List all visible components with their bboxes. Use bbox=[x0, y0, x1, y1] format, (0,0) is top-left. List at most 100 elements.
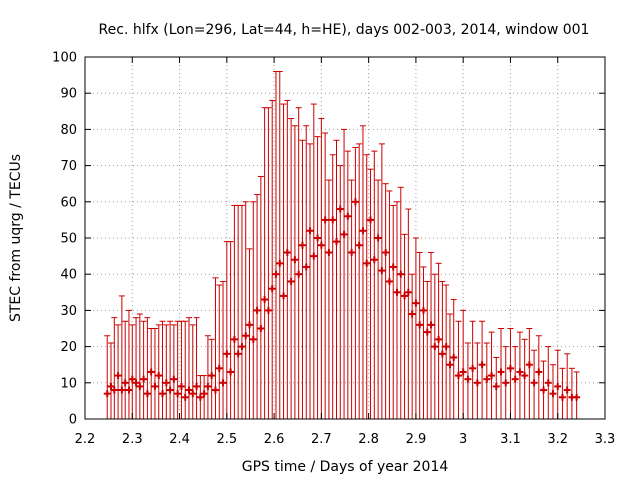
data-point bbox=[332, 139, 340, 420]
data-point bbox=[276, 70, 284, 420]
data-point bbox=[325, 179, 333, 420]
data-point bbox=[181, 320, 189, 420]
x-tick-label: 2.4 bbox=[169, 432, 190, 447]
data-point bbox=[295, 107, 303, 420]
data-point bbox=[107, 342, 115, 420]
data-point bbox=[454, 320, 462, 420]
data-point bbox=[234, 204, 242, 420]
data-point bbox=[450, 299, 458, 420]
data-point bbox=[554, 349, 562, 420]
x-tick-label: 2.2 bbox=[75, 432, 96, 447]
data-point bbox=[382, 183, 390, 420]
data-point bbox=[159, 320, 167, 420]
x-tick-label: 3.3 bbox=[595, 432, 616, 447]
data-point bbox=[287, 118, 295, 420]
data-point bbox=[189, 324, 197, 420]
data-point bbox=[174, 320, 182, 420]
y-tick-label: 40 bbox=[60, 268, 77, 283]
y-tick-label: 0 bbox=[69, 413, 77, 428]
data-point bbox=[573, 371, 581, 420]
data-point bbox=[525, 328, 533, 420]
y-tick-label: 30 bbox=[60, 304, 77, 319]
data-point bbox=[219, 280, 227, 420]
data-point bbox=[321, 132, 329, 420]
data-point bbox=[103, 335, 111, 420]
data-point bbox=[166, 320, 174, 420]
chart-title: Rec. hlfx (Lon=296, Lat=44, h=HE), days … bbox=[99, 22, 590, 38]
x-tick-label: 2.9 bbox=[406, 432, 427, 447]
data-point bbox=[412, 237, 420, 420]
data-point bbox=[215, 284, 223, 420]
data-point bbox=[378, 143, 386, 420]
data-point bbox=[208, 338, 216, 420]
data-point bbox=[530, 349, 538, 420]
data-point bbox=[257, 175, 265, 420]
data-point bbox=[227, 241, 235, 420]
data-point bbox=[121, 320, 129, 420]
y-tick-label: 100 bbox=[52, 51, 77, 66]
y-tick-label: 80 bbox=[60, 123, 77, 138]
data-point bbox=[497, 328, 505, 420]
data-point bbox=[128, 324, 136, 420]
data-point bbox=[355, 143, 363, 420]
data-point bbox=[459, 309, 467, 420]
data-point bbox=[416, 251, 424, 420]
data-point bbox=[151, 328, 159, 420]
data-point bbox=[162, 324, 170, 420]
data-point bbox=[464, 342, 472, 420]
data-point bbox=[230, 204, 238, 420]
y-axis-label: STEC from uqrg / TECUs bbox=[8, 154, 24, 322]
data-point bbox=[143, 317, 151, 420]
data-point bbox=[118, 295, 126, 420]
data-point bbox=[170, 324, 178, 420]
data-point bbox=[249, 201, 257, 420]
data-point bbox=[310, 103, 318, 420]
data-point bbox=[446, 313, 454, 420]
y-tick-label: 70 bbox=[60, 159, 77, 174]
axis-ticks: 2.2 2.3 2.4 2.5 2.6 2.7 2.8 2.9 3 3.1 3.2 3.3 0 10 20 3… bbox=[52, 51, 615, 448]
data-point bbox=[367, 168, 375, 420]
data-point bbox=[435, 262, 443, 420]
data-point bbox=[473, 342, 481, 420]
data-point bbox=[521, 338, 529, 420]
data-point bbox=[283, 99, 291, 420]
data-point bbox=[492, 356, 500, 420]
data-point bbox=[302, 125, 310, 420]
data-point bbox=[246, 248, 254, 420]
data-point bbox=[306, 143, 314, 420]
data-point bbox=[558, 367, 566, 420]
data-point bbox=[397, 186, 405, 420]
data-point bbox=[478, 320, 486, 420]
data-point bbox=[502, 346, 510, 420]
data-point bbox=[431, 273, 439, 420]
data-point bbox=[253, 194, 261, 420]
data-point bbox=[136, 313, 144, 420]
y-tick-label: 20 bbox=[60, 340, 77, 355]
data-point bbox=[488, 331, 496, 420]
data-point bbox=[147, 328, 155, 420]
x-tick-label: 2.7 bbox=[311, 432, 332, 447]
data-point bbox=[370, 150, 378, 420]
data-point bbox=[185, 317, 193, 420]
data-point bbox=[268, 99, 276, 420]
data-point bbox=[359, 125, 367, 420]
data-point bbox=[110, 317, 118, 420]
data-point bbox=[544, 346, 552, 420]
data-point bbox=[272, 70, 280, 420]
data-point bbox=[336, 165, 344, 420]
data-point bbox=[223, 241, 231, 420]
data-point bbox=[238, 204, 246, 420]
data-point bbox=[196, 375, 204, 420]
y-tick-label: 90 bbox=[60, 87, 77, 102]
data-point bbox=[329, 154, 337, 420]
data-point bbox=[264, 107, 272, 420]
data-point bbox=[568, 367, 576, 420]
data-point bbox=[193, 317, 201, 420]
data-point bbox=[298, 139, 306, 420]
data-point bbox=[155, 324, 163, 420]
x-tick-label: 2.5 bbox=[216, 432, 237, 447]
data-point bbox=[351, 147, 359, 420]
x-tick-label: 3.1 bbox=[500, 432, 521, 447]
x-tick-label: 3 bbox=[459, 432, 467, 447]
data-point bbox=[314, 136, 322, 420]
